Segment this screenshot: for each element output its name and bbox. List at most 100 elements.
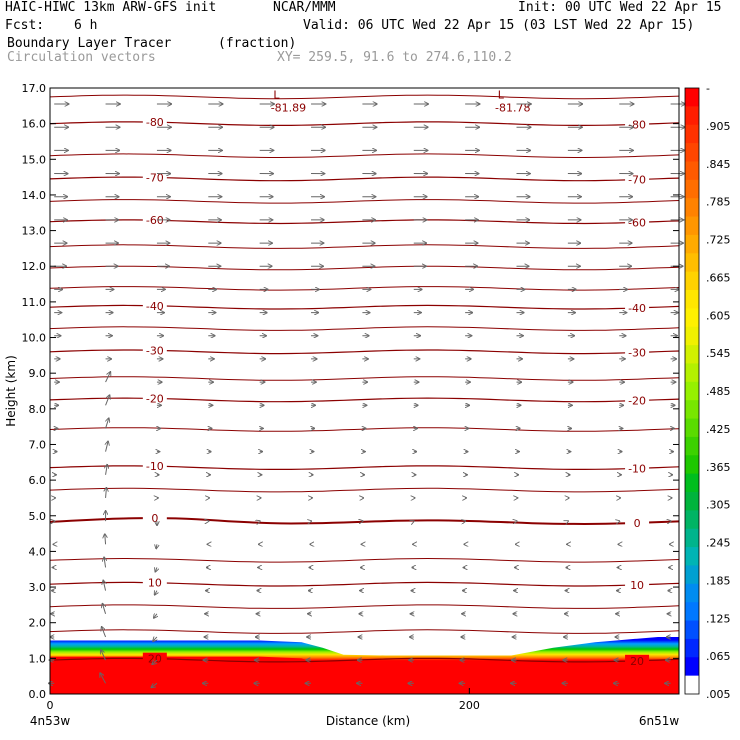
contour-label--70: -70	[628, 174, 646, 187]
forecast-hour: 6 h	[74, 18, 98, 33]
y-tick-label: 11.0	[22, 296, 47, 309]
circulation-vector	[103, 604, 106, 614]
contour-label-20: 20	[630, 655, 644, 668]
circulation-vector	[153, 637, 157, 641]
y-tick-label: 5.0	[29, 510, 47, 523]
circulation-vector	[155, 567, 157, 571]
contour-label--10: -10	[146, 460, 164, 473]
contour-label--80: -80	[146, 116, 164, 129]
contour-label-bg	[625, 654, 650, 667]
y-tick-label: 15.0	[22, 153, 47, 166]
circulation-vector	[105, 372, 111, 383]
colorbar-segment	[685, 326, 699, 346]
contour-label-bg	[625, 462, 650, 475]
y-tick-label: 9.0	[29, 367, 47, 380]
colorbar-label: .725	[706, 234, 731, 247]
circulation-vector	[106, 442, 108, 452]
xy-range: XY= 259.5, 91.6 to 274.6,110.2	[277, 50, 512, 65]
y-tick-label: 2.0	[29, 617, 47, 630]
colorbar-label: .545	[706, 347, 731, 360]
colorbar-segment	[685, 638, 699, 658]
circulation-vector	[152, 682, 158, 687]
temperature-contour-unlabeled	[49, 629, 680, 634]
contour-label--20: -20	[146, 392, 164, 405]
temperature-contour-unlabeled	[49, 376, 680, 381]
colorbar-segment	[685, 528, 699, 548]
extremum-value-1: -81.89	[271, 101, 306, 114]
x-tick-label: 0	[47, 699, 54, 712]
colorbar-label: .785	[706, 196, 731, 209]
colorbar-segment	[685, 308, 699, 328]
contour-label-bg	[142, 344, 167, 357]
colorbar-segment	[685, 455, 699, 475]
contour-label-10: 10	[148, 577, 162, 590]
colorbar-segment	[685, 602, 699, 622]
colorbar-label: .605	[706, 309, 731, 322]
colorbar-segment	[685, 271, 699, 291]
colorbar-segment	[685, 492, 699, 511]
temperature-contour-unlabeled	[49, 199, 680, 204]
forecast-label: Fcst:	[5, 18, 45, 33]
y-tick-label: 6.0	[29, 474, 47, 487]
colorbar-label: .665	[706, 271, 731, 284]
colorbar-label: .425	[706, 423, 731, 436]
colorbar-segment	[685, 290, 699, 309]
colorbar-segment	[685, 381, 699, 401]
y-tick-label: 12.0	[22, 260, 47, 273]
y-tick-label: 13.0	[22, 225, 47, 238]
contour-label--10: -10	[628, 462, 646, 475]
contour-label-bg	[625, 394, 650, 407]
y-tick-label: 10.0	[22, 332, 47, 345]
circulation-vector	[103, 581, 105, 591]
contour-label--70: -70	[146, 171, 164, 184]
colorbar-segment	[685, 124, 699, 144]
colorbar-segment	[685, 216, 699, 236]
contour-label-bg	[142, 214, 167, 227]
contour-label-20: 20	[148, 653, 162, 666]
temperature-contour-unlabeled	[49, 326, 680, 331]
y-tick-label: 0.0	[29, 688, 47, 701]
tracer-saturated-region	[50, 656, 679, 694]
colorbar-segment	[685, 547, 699, 567]
colorbar-segment	[685, 143, 699, 163]
colorbar-segment	[685, 400, 699, 420]
colorbar-label: .905	[706, 120, 731, 133]
y-tick-label: 3.0	[29, 581, 47, 594]
colorbar-label: .005	[706, 688, 731, 701]
contour-label-0: 0	[151, 512, 158, 525]
colorbar-segment	[685, 363, 699, 383]
contour-label-bg	[142, 460, 167, 473]
colorbar-label: .245	[706, 537, 731, 550]
contour-label-bg	[625, 516, 650, 529]
contour-label-bg	[625, 301, 650, 314]
colorbar-label: .065	[706, 650, 731, 663]
colorbar-segment	[685, 583, 699, 603]
colorbar-label: -	[706, 82, 710, 95]
contour-label--20: -20	[628, 395, 646, 408]
circulation-vector	[106, 488, 107, 498]
colorbar-label: .365	[706, 461, 731, 474]
colorbar-segment	[685, 179, 699, 199]
contour-label--60: -60	[146, 214, 164, 227]
colorbar-segment	[685, 198, 699, 218]
colorbar-segment	[685, 436, 699, 456]
field-units: (fraction)	[218, 36, 297, 51]
colorbar-segment	[685, 418, 699, 438]
colorbar-segment	[685, 473, 699, 493]
temperature-contour-unlabeled	[49, 94, 680, 100]
colorbar-segment	[685, 253, 699, 273]
contour-label-bg	[142, 512, 167, 525]
colorbar-label: .305	[706, 499, 731, 512]
colorbar-segment	[685, 565, 699, 585]
y-tick-label: 14.0	[22, 189, 47, 202]
y-tick-label: 1.0	[29, 652, 47, 665]
field-name: Boundary Layer Tracer	[7, 36, 172, 51]
contour-label--30: -30	[146, 344, 164, 357]
colorbar-segment	[685, 106, 699, 126]
vector-field-name: Circulation vectors	[7, 50, 156, 65]
contour-label--40: -40	[628, 302, 646, 315]
circulation-vector	[100, 673, 107, 684]
contour-label-bg	[142, 392, 167, 405]
contour-label-bg	[142, 171, 167, 184]
